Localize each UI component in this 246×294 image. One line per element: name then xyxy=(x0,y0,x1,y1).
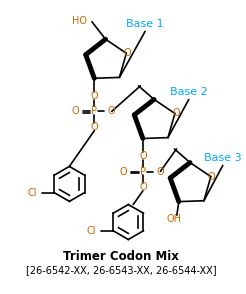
Text: O: O xyxy=(139,182,147,192)
Text: Base 3: Base 3 xyxy=(204,153,242,163)
Text: Base 2: Base 2 xyxy=(170,87,208,97)
Text: Trimer Codon Mix: Trimer Codon Mix xyxy=(63,250,179,263)
Text: O: O xyxy=(91,122,98,132)
Text: O: O xyxy=(156,166,164,176)
Text: P: P xyxy=(91,106,97,116)
Text: O: O xyxy=(91,91,98,101)
Text: O: O xyxy=(120,166,127,176)
Text: O: O xyxy=(208,172,215,182)
Text: O: O xyxy=(139,151,147,161)
Text: O: O xyxy=(71,106,79,116)
Text: Cl: Cl xyxy=(86,226,96,236)
Text: OH: OH xyxy=(167,214,182,224)
Text: Cl: Cl xyxy=(27,188,37,198)
Text: [26-6542-XX, 26-6543-XX, 26-6544-XX]: [26-6542-XX, 26-6543-XX, 26-6544-XX] xyxy=(26,265,216,275)
Text: O: O xyxy=(123,48,131,58)
Text: P: P xyxy=(140,166,146,176)
Text: HO: HO xyxy=(72,16,87,26)
Text: O: O xyxy=(172,108,180,118)
Text: O: O xyxy=(108,106,116,116)
Text: Base 1: Base 1 xyxy=(126,19,164,29)
